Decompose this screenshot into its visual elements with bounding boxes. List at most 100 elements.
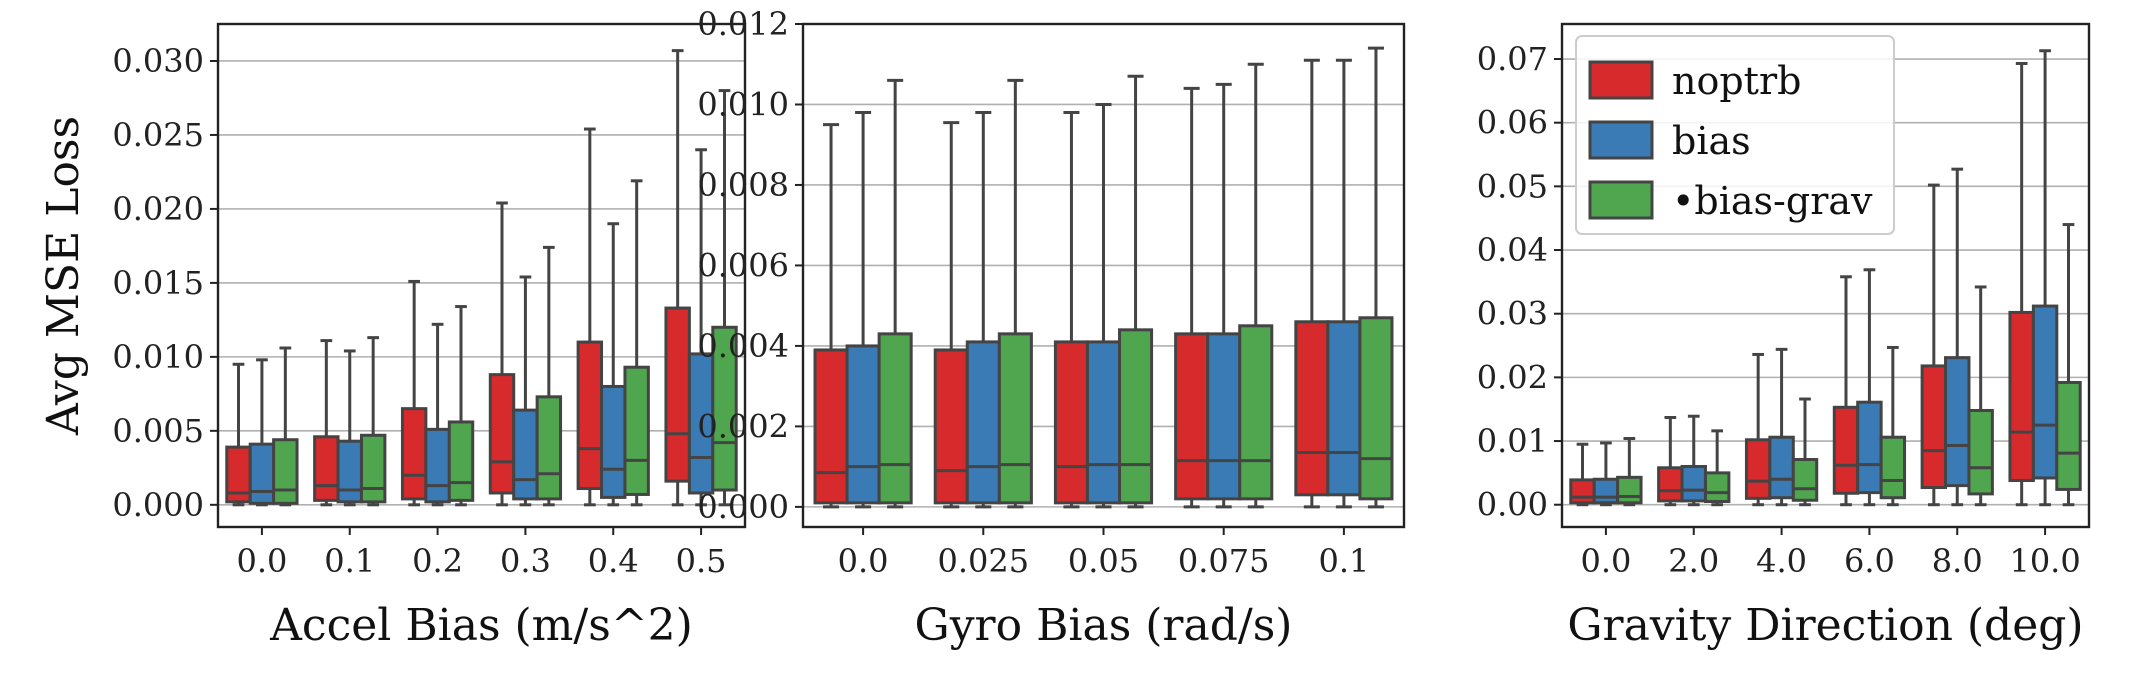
x-tick-label: 0.0 — [838, 542, 889, 580]
box-body — [1358, 316, 1394, 501]
legend-swatch — [1588, 120, 1654, 160]
box-bias-0.025 — [965, 111, 1001, 509]
chart-panel-2: 0.000 0.002 0.004 0.006 0.008 0.010 0.012 0.0 0.… — [697, 5, 1406, 651]
box-noptrb-0.4 — [576, 127, 604, 507]
box-bias-2.0 — [1680, 414, 1707, 507]
box-bias-0.2 — [424, 322, 451, 507]
box-bias-0.0 — [1592, 441, 1620, 507]
box-body — [2031, 304, 2059, 480]
x-tick-label: 0.1 — [324, 542, 375, 580]
box-body — [576, 340, 604, 491]
box-bias-grav-2.0 — [1703, 429, 1731, 507]
box-body — [600, 384, 627, 499]
box-noptrb-0.3 — [488, 201, 516, 507]
y-tick-label: 0.06 — [1477, 104, 1548, 142]
box-body — [845, 344, 881, 505]
y-tick-label: 0.00 — [1477, 486, 1548, 524]
x-axis-title: Gyro Bias (rad/s) — [915, 600, 1293, 651]
box-bias-4.0 — [1768, 347, 1795, 507]
box-bias-6.0 — [1856, 268, 1883, 507]
box-noptrb-6.0 — [1832, 275, 1860, 507]
box-noptrb-0.1 — [1294, 58, 1330, 509]
y-tick-label: 0.005 — [112, 412, 204, 450]
box-body — [1832, 405, 1860, 495]
box-bias-grav-0.0 — [1616, 436, 1643, 507]
box-noptrb-0.2 — [400, 279, 428, 507]
chart-panel-1: 0.000 0.005 0.010 0.015 0.020 0.025 0.030 0.0 0.… — [38, 22, 747, 651]
x-tick-label: 10.0 — [2009, 542, 2080, 580]
box-noptrb-0.05 — [1053, 111, 1089, 509]
box-body — [248, 442, 276, 505]
box-body — [488, 373, 516, 495]
box-noptrb-0.0 — [225, 362, 252, 507]
box-noptrb-0.1 — [313, 339, 340, 507]
y-tick-label: 0.010 — [697, 85, 789, 123]
box-bias-0.1 — [1326, 58, 1362, 509]
x-tick-label: 2.0 — [1668, 542, 1719, 580]
box-body — [1118, 328, 1154, 505]
box-body — [1294, 320, 1330, 497]
x-axis-title: Accel Bias (m/s^2) — [269, 600, 693, 651]
box-body — [1616, 475, 1643, 505]
y-tick-label: 0.015 — [112, 264, 204, 302]
box-bias-grav-0.2 — [447, 305, 475, 507]
box-bias-grav-0.3 — [535, 245, 563, 507]
box-bias-grav-0.0 — [877, 78, 913, 509]
box-bias-grav-0.025 — [997, 78, 1033, 509]
y-tick-label: 0.002 — [697, 407, 789, 445]
y-tick-label: 0.025 — [112, 116, 204, 154]
y-tick-label: 0.006 — [697, 246, 789, 284]
box-body — [1680, 465, 1707, 503]
plot-frame — [216, 22, 747, 529]
box-bias-grav-0.5 — [711, 89, 738, 507]
y-tick-label: 0.008 — [697, 166, 789, 204]
y-tick-label: 0.000 — [112, 486, 204, 524]
box-bias-grav-0.4 — [623, 179, 650, 507]
box-body — [1879, 435, 1907, 500]
x-tick-label: 0.2 — [412, 542, 463, 580]
box-body — [877, 332, 913, 505]
y-tick-label: 0.020 — [112, 190, 204, 228]
x-tick-label: 0.3 — [500, 542, 551, 580]
box-body — [1657, 466, 1684, 503]
box-bias-8.0 — [1944, 167, 1971, 507]
chart-panel-3: 0.00 0.01 0.02 0.03 0.04 0.05 0.06 0.07 0.0 2.0 4.… — [1477, 22, 2091, 651]
x-tick-label: 0.0 — [236, 542, 287, 580]
y-tick-label: 0.01 — [1477, 422, 1548, 460]
box-body — [1920, 364, 1948, 490]
box-body — [1967, 408, 1994, 496]
x-tick-label: 8.0 — [1932, 542, 1983, 580]
box-noptrb-0.0 — [1569, 442, 1596, 507]
box-bias-0.05 — [1085, 102, 1122, 509]
box-body — [933, 348, 969, 505]
x-tick-label: 0.025 — [937, 542, 1029, 580]
y-tick-label: 0.004 — [697, 327, 789, 365]
box-body — [359, 433, 387, 504]
legend-swatch — [1588, 180, 1654, 220]
box-bias-grav-8.0 — [1967, 285, 1994, 507]
box-noptrb-10.0 — [2008, 61, 2035, 507]
box-body — [512, 408, 539, 501]
box-bias-grav-10.0 — [2055, 223, 2082, 507]
box-bias-grav-6.0 — [1879, 345, 1907, 507]
y-tick-label: 0.07 — [1477, 40, 1548, 78]
legend-label: •bias-grav — [1672, 179, 1873, 223]
box-body — [447, 420, 475, 502]
box-body — [1238, 324, 1274, 501]
box-body — [711, 325, 738, 492]
box-bias-grav-0.1 — [359, 336, 387, 507]
x-tick-label: 6.0 — [1844, 542, 1895, 580]
box-body — [1592, 477, 1620, 505]
box-body — [813, 348, 849, 505]
box-noptrb-2.0 — [1657, 415, 1684, 507]
box-body — [535, 395, 563, 501]
box-bias-0.0 — [248, 358, 276, 507]
box-body — [1569, 478, 1596, 505]
x-tick-label: 0.1 — [1318, 542, 1369, 580]
y-tick-label: 0.02 — [1477, 358, 1548, 396]
box-body — [965, 340, 1001, 505]
box-body — [997, 332, 1033, 505]
box-body — [1703, 471, 1731, 504]
box-bias-0.0 — [845, 111, 881, 509]
box-body — [1085, 340, 1122, 505]
